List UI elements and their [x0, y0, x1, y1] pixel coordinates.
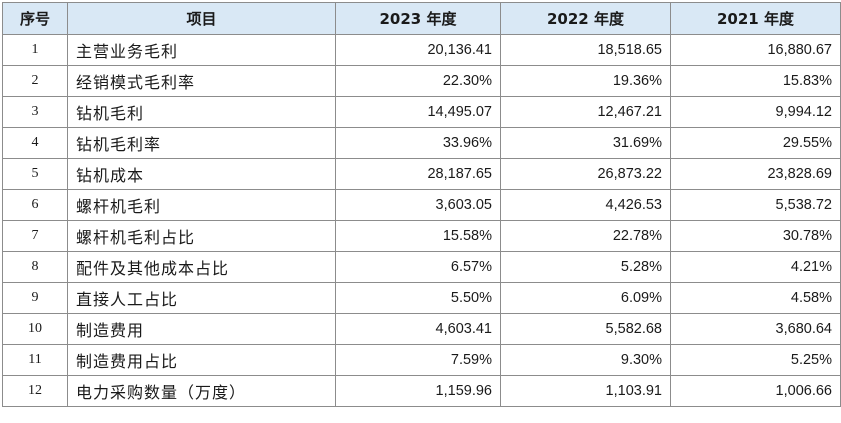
header-index: 序号: [2, 2, 68, 35]
row-value-2022: 26,873.22: [500, 158, 671, 190]
table-header-row: 序号 项目 2023 年度 2022 年度 2021 年度: [2, 2, 841, 35]
row-index: 10: [2, 313, 68, 345]
row-value-2021: 4.21%: [670, 251, 841, 283]
row-item: 钻机毛利: [67, 96, 336, 128]
header-item: 项目: [67, 2, 336, 35]
row-value-2023: 1,159.96: [335, 375, 501, 407]
row-value-2021: 5,538.72: [670, 189, 841, 221]
row-value-2022: 19.36%: [500, 65, 671, 97]
table-row: 12 电力采购数量（万度） 1,159.96 1,103.91 1,006.66: [2, 375, 841, 407]
row-value-2021: 5.25%: [670, 344, 841, 376]
table-row: 2 经销模式毛利率 22.30% 19.36% 15.83%: [2, 65, 841, 97]
row-value-2023: 5.50%: [335, 282, 501, 314]
row-index: 6: [2, 189, 68, 221]
row-value-2021: 1,006.66: [670, 375, 841, 407]
row-value-2023: 15.58%: [335, 220, 501, 252]
row-value-2021: 9,994.12: [670, 96, 841, 128]
table-row: 11 制造费用占比 7.59% 9.30% 5.25%: [2, 344, 841, 376]
row-value-2022: 6.09%: [500, 282, 671, 314]
row-value-2022: 18,518.65: [500, 34, 671, 66]
row-index: 3: [2, 96, 68, 128]
table-row: 6 螺杆机毛利 3,603.05 4,426.53 5,538.72: [2, 189, 841, 221]
row-item: 电力采购数量（万度）: [67, 375, 336, 407]
table-row: 3 钻机毛利 14,495.07 12,467.21 9,994.12: [2, 96, 841, 128]
row-value-2023: 4,603.41: [335, 313, 501, 345]
row-value-2023: 6.57%: [335, 251, 501, 283]
row-index: 11: [2, 344, 68, 376]
row-value-2022: 22.78%: [500, 220, 671, 252]
row-index: 5: [2, 158, 68, 190]
row-value-2022: 1,103.91: [500, 375, 671, 407]
row-value-2022: 12,467.21: [500, 96, 671, 128]
row-value-2022: 5.28%: [500, 251, 671, 283]
table-row: 4 钻机毛利率 33.96% 31.69% 29.55%: [2, 127, 841, 159]
row-item: 螺杆机毛利占比: [67, 220, 336, 252]
row-index: 1: [2, 34, 68, 66]
table-row: 5 钻机成本 28,187.65 26,873.22 23,828.69: [2, 158, 841, 190]
row-item: 螺杆机毛利: [67, 189, 336, 221]
table-row: 1 主营业务毛利 20,136.41 18,518.65 16,880.67: [2, 34, 841, 66]
row-value-2021: 29.55%: [670, 127, 841, 159]
row-item: 配件及其他成本占比: [67, 251, 336, 283]
row-item: 直接人工占比: [67, 282, 336, 314]
row-index: 2: [2, 65, 68, 97]
row-value-2021: 16,880.67: [670, 34, 841, 66]
table-row: 7 螺杆机毛利占比 15.58% 22.78% 30.78%: [2, 220, 841, 252]
row-value-2021: 30.78%: [670, 220, 841, 252]
row-value-2022: 31.69%: [500, 127, 671, 159]
header-2022: 2022 年度: [500, 2, 671, 35]
row-value-2021: 23,828.69: [670, 158, 841, 190]
row-item: 主营业务毛利: [67, 34, 336, 66]
row-value-2023: 3,603.05: [335, 189, 501, 221]
header-2023: 2023 年度: [335, 2, 501, 35]
table-row: 8 配件及其他成本占比 6.57% 5.28% 4.21%: [2, 251, 841, 283]
row-value-2022: 5,582.68: [500, 313, 671, 345]
data-table-container: 序号 项目 2023 年度 2022 年度 2021 年度 1 主营业务毛利 2…: [2, 2, 841, 407]
row-item: 制造费用占比: [67, 344, 336, 376]
row-item: 钻机成本: [67, 158, 336, 190]
row-index: 9: [2, 282, 68, 314]
row-index: 7: [2, 220, 68, 252]
row-value-2022: 4,426.53: [500, 189, 671, 221]
row-value-2021: 15.83%: [670, 65, 841, 97]
row-value-2023: 33.96%: [335, 127, 501, 159]
table-row: 10 制造费用 4,603.41 5,582.68 3,680.64: [2, 313, 841, 345]
row-value-2023: 28,187.65: [335, 158, 501, 190]
financial-data-table: 序号 项目 2023 年度 2022 年度 2021 年度 1 主营业务毛利 2…: [2, 2, 841, 407]
table-row: 9 直接人工占比 5.50% 6.09% 4.58%: [2, 282, 841, 314]
row-item: 经销模式毛利率: [67, 65, 336, 97]
row-value-2023: 14,495.07: [335, 96, 501, 128]
row-value-2023: 22.30%: [335, 65, 501, 97]
row-value-2023: 20,136.41: [335, 34, 501, 66]
row-index: 4: [2, 127, 68, 159]
row-item: 钻机毛利率: [67, 127, 336, 159]
row-index: 8: [2, 251, 68, 283]
row-value-2023: 7.59%: [335, 344, 501, 376]
row-item: 制造费用: [67, 313, 336, 345]
row-index: 12: [2, 375, 68, 407]
header-2021: 2021 年度: [670, 2, 841, 35]
row-value-2021: 4.58%: [670, 282, 841, 314]
row-value-2022: 9.30%: [500, 344, 671, 376]
row-value-2021: 3,680.64: [670, 313, 841, 345]
